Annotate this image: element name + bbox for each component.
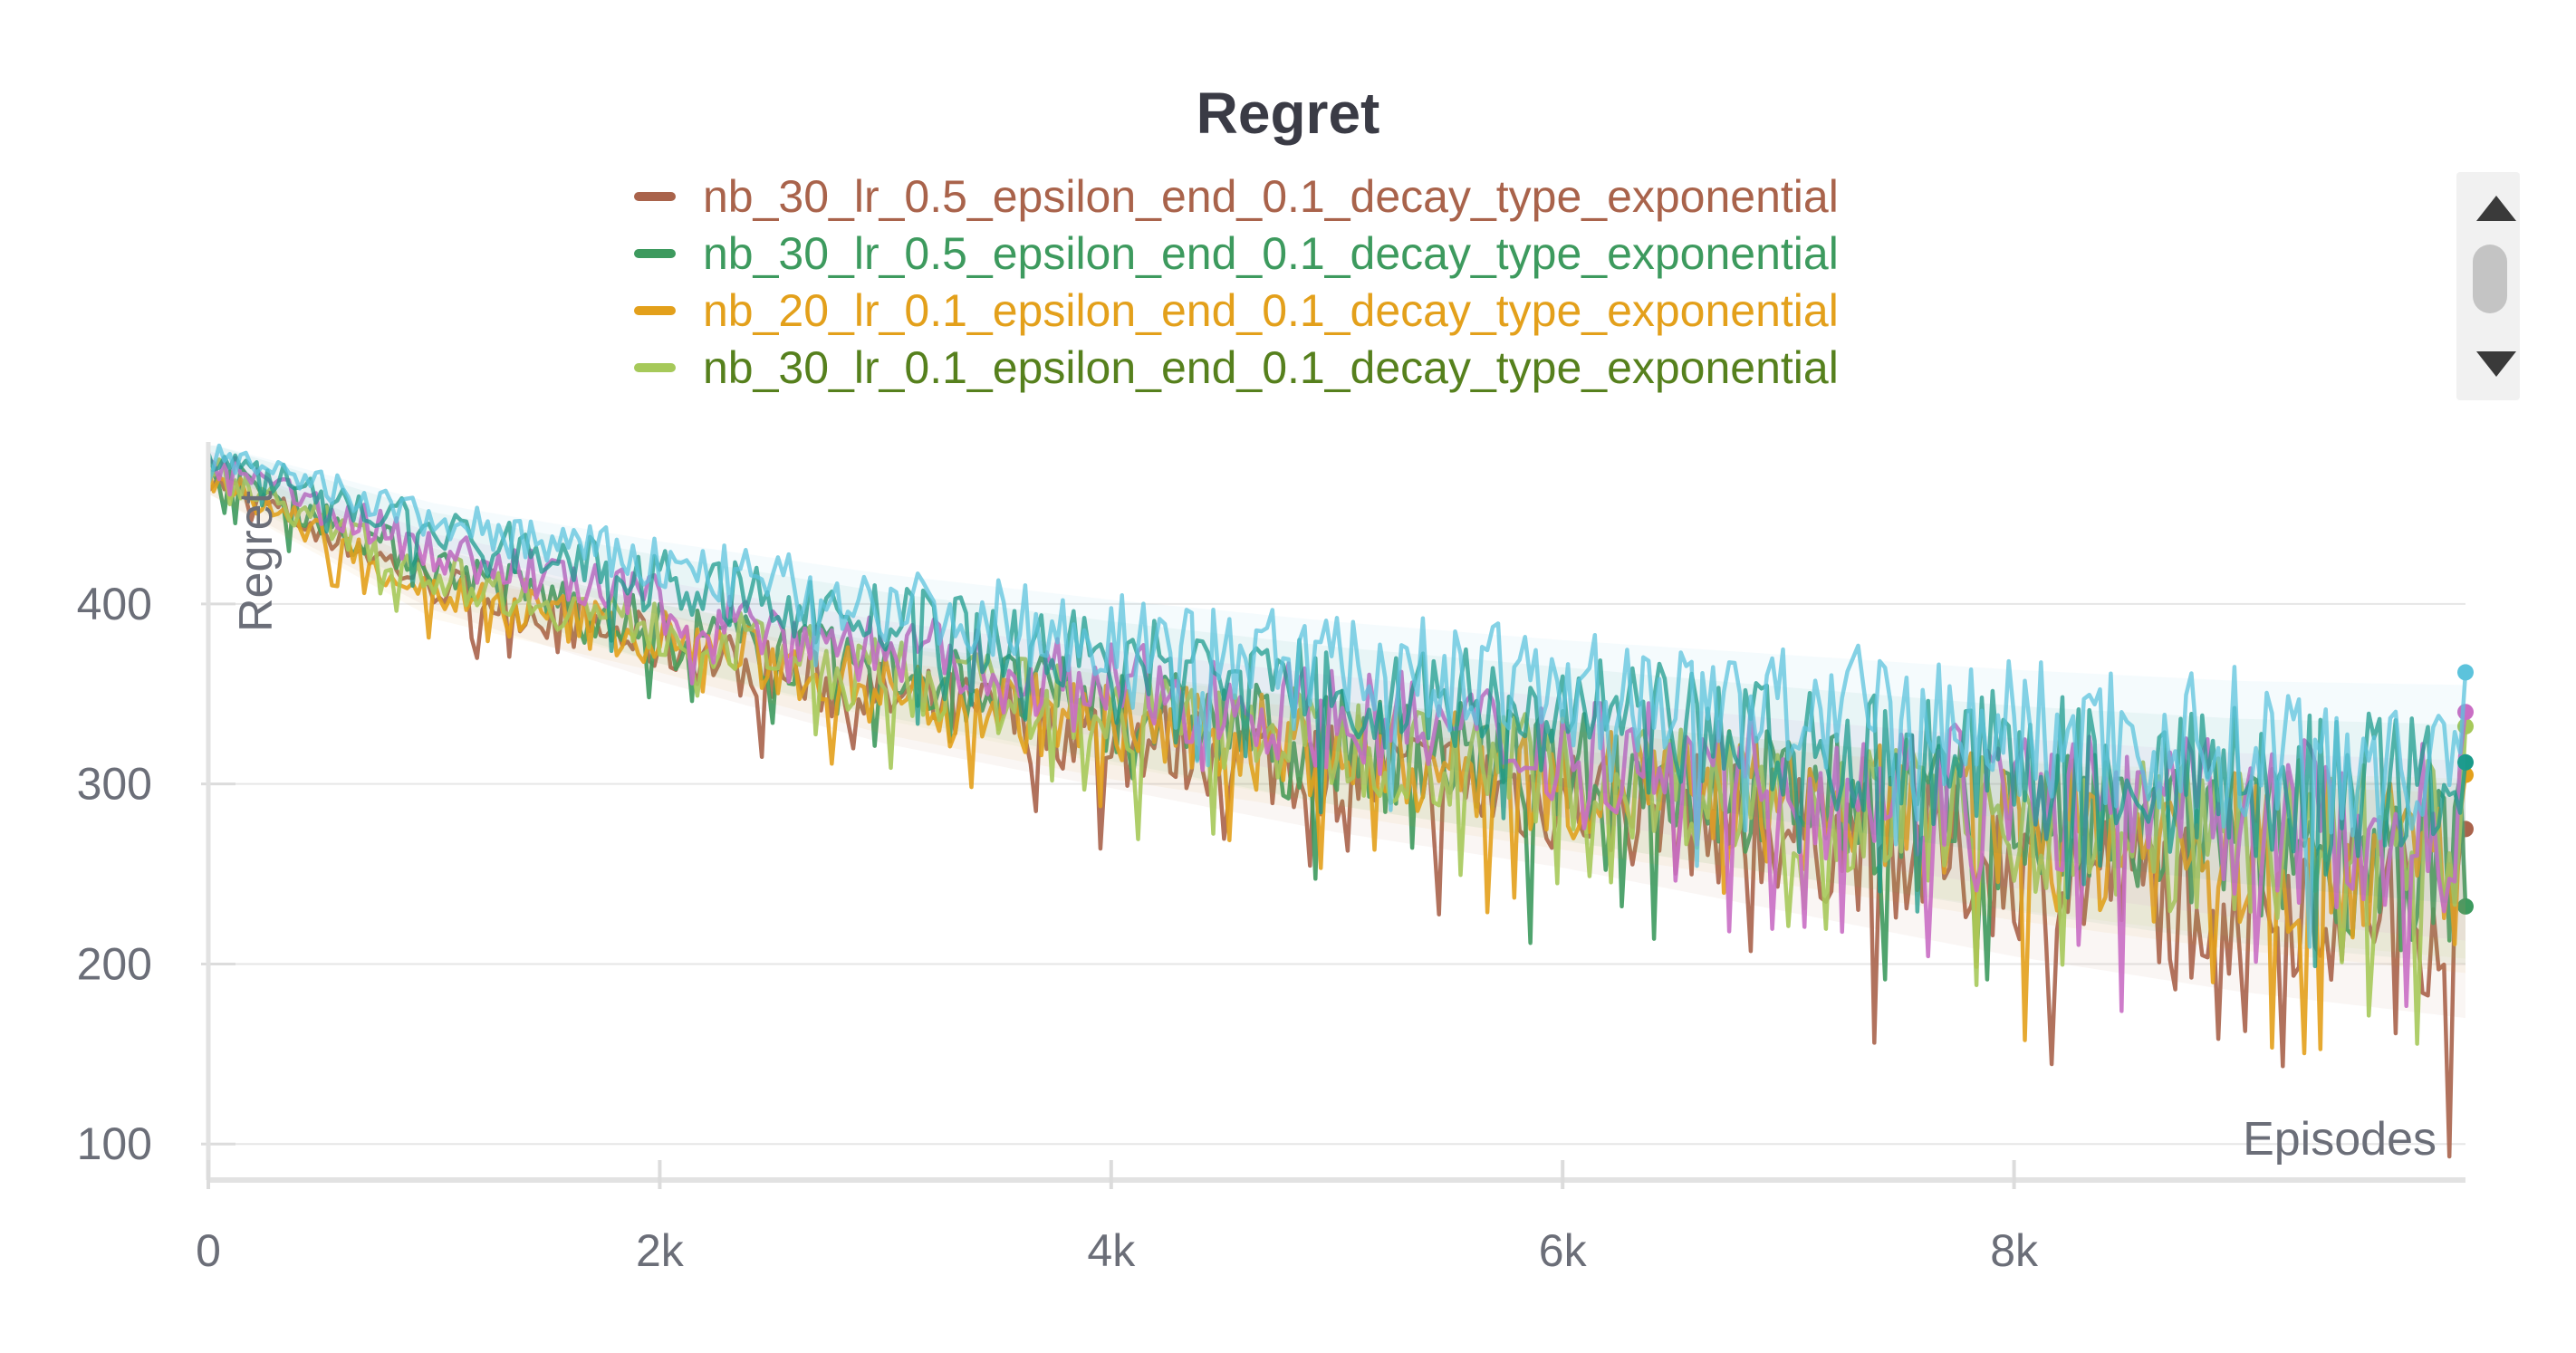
legend-swatch: [634, 191, 676, 201]
legend-label: nb_30_lr_0.5_epsilon_end_0.1_decay_type_…: [703, 227, 1839, 279]
legend-swatch: [634, 305, 676, 315]
legend-item[interactable]: nb_30_lr_0.5_epsilon_end_0.1_decay_type_…: [634, 168, 1839, 225]
axes: 100 200 300 400 0 2k 4k 6k 8k Regret: [77, 442, 2465, 1276]
legend-label: nb_30_lr_0.5_epsilon_end_0.1_decay_type_…: [703, 170, 1839, 222]
legend-item[interactable]: nb_30_lr_0.5_epsilon_end_0.1_decay_type_…: [634, 225, 1839, 282]
series-end-point: [2457, 753, 2474, 771]
legend-swatch: [634, 248, 676, 258]
y-tick-label: 400: [77, 579, 152, 629]
legend-item[interactable]: nb_20_lr_0.1_epsilon_end_0.1_decay_type_…: [634, 282, 1839, 339]
legend-label: nb_30_lr_0.1_epsilon_end_0.1_decay_type_…: [703, 341, 1839, 393]
legend-scrollbar[interactable]: [2456, 172, 2520, 400]
x-tick-label: 2k: [636, 1225, 685, 1276]
series-line: [206, 451, 2468, 969]
scroll-down-icon[interactable]: [2476, 351, 2516, 377]
x-tick-label: 4k: [1087, 1225, 1136, 1276]
legend-label: nb_20_lr_0.1_epsilon_end_0.1_decay_type_…: [703, 284, 1839, 336]
x-tick-label: 0: [196, 1225, 221, 1276]
x-tick-label: 8k: [1990, 1225, 2039, 1276]
series-end-point: [2457, 664, 2474, 681]
y-tick-label: 200: [77, 938, 152, 989]
chart-legend: nb_30_lr_0.5_epsilon_end_0.1_decay_type_…: [634, 168, 1839, 396]
series-end-point: [2457, 897, 2474, 915]
series-line: [206, 443, 2468, 949]
legend-swatch: [634, 362, 676, 372]
y-axis-label: Regret: [230, 490, 283, 632]
scroll-up-icon[interactable]: [2476, 196, 2516, 221]
x-axis-label: Episodes: [2243, 1113, 2437, 1166]
scroll-thumb[interactable]: [2473, 245, 2507, 313]
legend-item[interactable]: nb_30_lr_0.1_epsilon_end_0.1_decay_type_…: [634, 339, 1839, 396]
series-line: [207, 465, 2468, 982]
x-tick-label: 6k: [1539, 1225, 1588, 1276]
y-tick-label: 300: [77, 759, 152, 810]
y-tick-label: 100: [77, 1118, 152, 1169]
series-layer: [206, 443, 2474, 1159]
chart-title: Regret: [1196, 81, 1380, 146]
